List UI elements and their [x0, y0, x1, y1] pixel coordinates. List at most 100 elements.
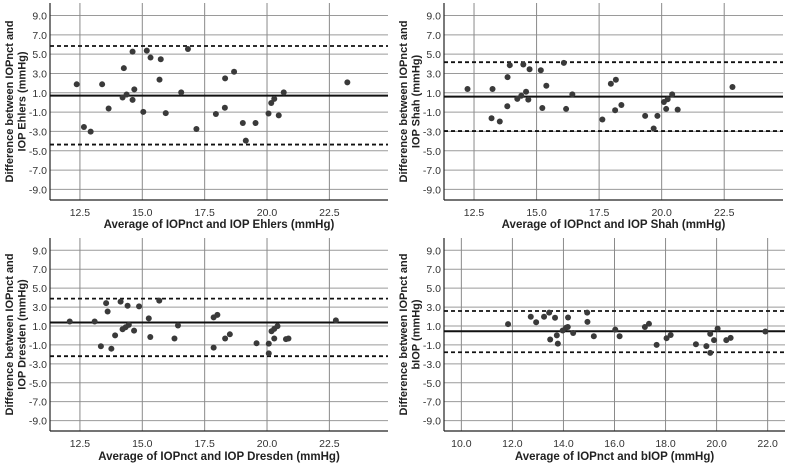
data-point [674, 106, 681, 113]
data-point [265, 340, 272, 347]
y-axis-label: Difference between IOPnct and [398, 254, 410, 416]
x-tick-label: 20.0 [706, 438, 727, 450]
data-point [607, 80, 614, 87]
data-point [271, 95, 278, 102]
data-point [523, 88, 530, 95]
y-tick-label: 1.0 [426, 321, 441, 333]
data-point [162, 110, 169, 117]
data-point [667, 331, 674, 338]
x-tick-label: 15.0 [132, 438, 153, 450]
data-point [129, 48, 136, 55]
data-point [171, 335, 178, 342]
data-point [645, 320, 652, 327]
data-point [653, 341, 660, 348]
y-tick-label: -1.0 [29, 107, 47, 119]
y-tick-label: -7.0 [423, 165, 441, 177]
data-point [707, 349, 714, 356]
data-point [505, 321, 512, 328]
data-point [570, 329, 577, 336]
data-point [527, 313, 534, 320]
data-point [563, 105, 570, 112]
y-axis-label: Difference between IOPnct and [4, 254, 16, 416]
y-axis-label: Difference between IOPnct and [4, 21, 16, 183]
data-point [147, 334, 154, 341]
data-point [123, 91, 130, 98]
y-tick-label: -5.0 [423, 378, 441, 390]
data-point [526, 66, 533, 73]
y-tick-label: -3.0 [29, 359, 47, 371]
data-point [131, 86, 138, 93]
data-point [174, 322, 181, 329]
data-point [117, 298, 124, 305]
data-point [136, 303, 143, 310]
data-point [727, 334, 734, 341]
data-point [560, 59, 567, 66]
y-tick-label: 1.0 [32, 321, 47, 333]
data-point [99, 81, 106, 88]
data-point [140, 108, 147, 115]
data-point [464, 86, 471, 93]
data-point [104, 308, 111, 315]
data-point [275, 112, 282, 119]
y-tick-label: -7.0 [29, 165, 47, 177]
data-point [210, 344, 217, 351]
y-axis-label: IOP Ehlers (mmHg) [17, 51, 29, 151]
data-point [145, 315, 152, 322]
data-point [664, 96, 671, 103]
x-tick-label: 20.0 [257, 438, 278, 450]
data-point [553, 332, 560, 339]
y-tick-label: -9.0 [423, 184, 441, 196]
y-tick-label: 3.0 [426, 302, 441, 314]
x-tick-label: 16.0 [604, 438, 625, 450]
data-point [178, 89, 185, 96]
y-tick-label: 5.0 [426, 283, 441, 295]
data-point [265, 110, 272, 117]
y-tick-label: 1.0 [32, 88, 47, 100]
y-tick-label: 7.0 [426, 30, 441, 42]
data-point [504, 74, 511, 81]
x-tick-label: 20.0 [257, 207, 278, 219]
y-tick-label: -5.0 [29, 146, 47, 158]
data-point [703, 343, 710, 350]
y-tick-label: -1.0 [29, 340, 47, 352]
y-tick-label: -7.0 [29, 397, 47, 409]
x-tick-label: 10.0 [451, 438, 472, 450]
data-point [514, 95, 521, 102]
data-point [143, 47, 150, 54]
y-tick-label: -3.0 [29, 126, 47, 138]
data-point [584, 309, 591, 316]
y-tick-label: 3.0 [426, 68, 441, 80]
data-point [280, 89, 287, 96]
data-point [616, 333, 623, 340]
data-point [156, 297, 163, 304]
data-point [537, 67, 544, 74]
y-tick-label: -1.0 [423, 340, 441, 352]
data-point [590, 333, 597, 340]
data-point [222, 75, 229, 82]
x-tick-label: 22.5 [319, 207, 340, 219]
data-point [663, 335, 670, 342]
data-point [66, 318, 73, 325]
data-point [565, 314, 572, 321]
y-tick-label: 7.0 [32, 30, 47, 42]
data-point [642, 112, 649, 119]
data-point [692, 341, 699, 348]
data-point [242, 137, 249, 144]
y-tick-label: -9.0 [29, 184, 47, 196]
data-point [226, 331, 233, 338]
data-point [518, 92, 525, 99]
data-point [488, 115, 495, 122]
data-point [125, 321, 132, 328]
x-tick-label: 17.5 [589, 207, 610, 219]
y-axis-label: bIOP (mmHg) [411, 299, 423, 369]
data-point [663, 105, 670, 112]
data-point [129, 96, 136, 103]
data-point [156, 76, 163, 83]
data-point [271, 335, 278, 342]
x-tick-label: 18.0 [655, 438, 676, 450]
y-tick-label: 1.0 [426, 88, 441, 100]
data-point [543, 82, 550, 89]
x-axis-label: Average of IOPnct and bIOP (mmHg) [515, 451, 715, 463]
data-point [554, 340, 561, 347]
